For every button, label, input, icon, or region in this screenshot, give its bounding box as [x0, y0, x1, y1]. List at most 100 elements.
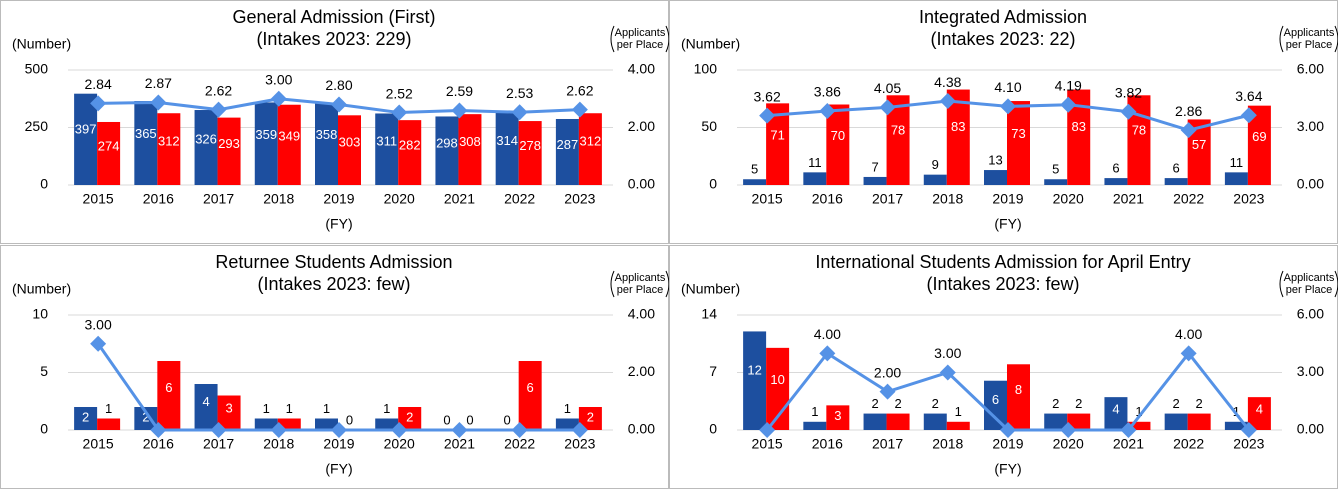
y2-axis-label: per Place: [1286, 284, 1332, 296]
bar-label: 311: [376, 134, 397, 149]
line-marker: [90, 95, 107, 112]
x-tick-label: 2021: [1113, 436, 1144, 452]
line-marker: [1180, 122, 1197, 139]
bar-label: 2: [1052, 396, 1059, 411]
chart-title: General Admission (First): [232, 7, 435, 27]
bracket: [1279, 270, 1338, 298]
line-marker: [270, 90, 287, 107]
bar: [946, 421, 970, 430]
bar: [1247, 105, 1271, 185]
line-marker: [150, 422, 167, 438]
bar-label: 0: [346, 412, 353, 427]
line-marker: [210, 101, 227, 118]
bar-label: 1: [383, 401, 390, 416]
line-label: 2.62: [205, 82, 232, 98]
y2-tick-label: 0.00: [1297, 421, 1324, 437]
line-label: 2.53: [506, 85, 533, 101]
bar: [74, 407, 98, 430]
bar: [923, 174, 947, 185]
line-marker: [1060, 422, 1077, 438]
bar: [743, 331, 767, 430]
bar-label: 2: [1075, 396, 1082, 411]
bar-label: 287: [557, 137, 579, 152]
bar: [458, 114, 482, 185]
y-tick-label: 500: [25, 61, 49, 77]
bar: [1104, 178, 1128, 185]
y2-axis-label: per Place: [617, 284, 663, 296]
bar: [826, 405, 850, 430]
bar-label: 8: [1015, 382, 1022, 397]
y2-tick-label: 2.00: [628, 118, 655, 134]
chart-subtitle: (Intakes 2023: few): [926, 274, 1079, 294]
line-label: 2.52: [386, 85, 413, 101]
line-marker: [511, 104, 528, 121]
bar: [984, 380, 1007, 430]
bar-label: 397: [75, 122, 97, 137]
line-marker: [759, 107, 776, 124]
bar-label: 1: [955, 404, 962, 419]
bar-label: 3: [225, 401, 232, 416]
y2-tick-label: 4.00: [628, 306, 655, 322]
bar: [518, 361, 542, 430]
bar-label: 2: [1196, 396, 1203, 411]
bar-label: 1: [323, 401, 330, 416]
bar-label: 5: [751, 162, 758, 177]
line-label: 2.86: [1175, 103, 1202, 119]
bar-label: 73: [1011, 126, 1025, 141]
chart-panel: Integrated Admission(Intakes 2023: 22) (N…: [669, 0, 1338, 244]
x-tick-label: 2023: [564, 191, 595, 207]
bar-label: 2: [406, 409, 413, 424]
bar-label: 278: [519, 138, 541, 153]
line-marker: [879, 99, 896, 116]
line-marker: [571, 101, 588, 118]
bar-label: 6: [1112, 161, 1119, 176]
bar: [157, 361, 181, 430]
line-label: 3.82: [1115, 84, 1142, 100]
bar: [555, 418, 579, 430]
bar: [886, 413, 910, 430]
bar: [435, 116, 459, 185]
bracket: [1279, 25, 1338, 53]
bar-label: 5: [1052, 162, 1059, 177]
chart-title: Integrated Admission: [919, 7, 1087, 27]
x-tick-label: 2022: [1173, 436, 1204, 452]
bar: [315, 418, 338, 430]
y-tick-label: 7: [709, 363, 717, 379]
line-marker: [939, 93, 956, 110]
x-tick-label: 2018: [932, 191, 963, 207]
y-axis-label: (Number): [681, 36, 740, 52]
line-marker: [150, 94, 167, 111]
bar: [398, 407, 422, 430]
bar: [1187, 119, 1211, 185]
x-tick-label: 2020: [384, 436, 415, 452]
bar: [97, 418, 121, 430]
line-label: 4.00: [814, 326, 841, 342]
line-marker: [1120, 103, 1137, 120]
y2-tick-label: 0.00: [1297, 176, 1324, 192]
line-marker: [759, 422, 776, 438]
x-tick-label: 2017: [203, 191, 234, 207]
y-axis-label: (Number): [681, 281, 740, 297]
bar-label: 71: [770, 127, 784, 142]
line-label: 3.00: [934, 345, 961, 361]
x-tick-label: 2017: [203, 436, 234, 452]
line-label: 2.59: [446, 83, 473, 99]
bar: [157, 113, 181, 185]
y2-tick-label: 3.00: [1297, 363, 1324, 379]
x-tick-label: 2018: [263, 191, 294, 207]
bar: [946, 89, 970, 185]
bar-label: 1: [105, 401, 112, 416]
x-tick-label: 2019: [992, 436, 1023, 452]
y2-tick-label: 0.00: [628, 176, 655, 192]
x-tick-label: 2019: [323, 191, 354, 207]
x-tick-label: 2018: [263, 436, 294, 452]
bar: [863, 176, 887, 185]
bar: [555, 118, 579, 185]
bar-label: 70: [831, 128, 845, 143]
bar: [254, 102, 278, 185]
bar-label: 349: [278, 128, 300, 143]
y2-axis-label: Applicants: [1284, 272, 1335, 284]
bar-label: 1: [1135, 404, 1142, 419]
x-tick-label: 2022: [1173, 191, 1204, 207]
